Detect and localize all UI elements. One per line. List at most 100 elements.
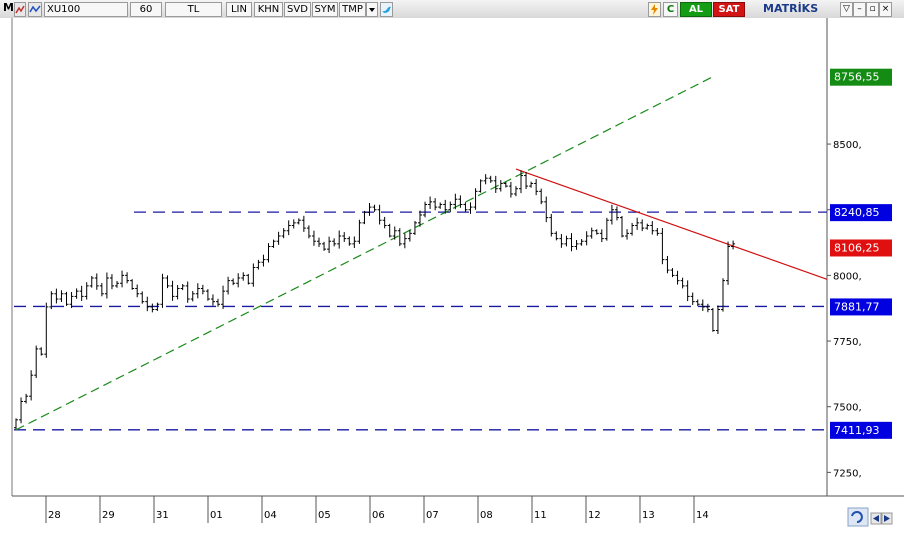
khn-button[interactable]: KHN xyxy=(254,2,283,17)
x-tick-label: 28 xyxy=(48,510,61,521)
price-bar xyxy=(216,298,220,307)
price-label-text: 7881,77 xyxy=(834,300,880,313)
price-bar xyxy=(614,206,619,221)
price-bar xyxy=(468,202,473,214)
price-bar xyxy=(695,299,700,307)
tmp-button[interactable]: TMP xyxy=(339,2,366,17)
price-bar xyxy=(710,308,715,332)
price-bar xyxy=(59,290,64,303)
price-label: 8756,55 xyxy=(830,68,892,86)
price-bar xyxy=(120,270,125,288)
chart-area[interactable]: 8500,8250,8000,7750,7500,7250, 282931010… xyxy=(0,18,904,535)
brand-logo: MATRİKS xyxy=(763,2,819,15)
scroll-controls[interactable] xyxy=(847,507,893,527)
price-bar xyxy=(438,202,443,209)
price-bar xyxy=(544,196,549,223)
price-bar xyxy=(665,255,670,274)
price-bar xyxy=(569,233,574,252)
price-bar xyxy=(34,345,39,379)
price-bar xyxy=(317,237,321,248)
price-bar xyxy=(185,281,190,303)
price-bar xyxy=(145,296,150,312)
price-chart[interactable]: 8500,8250,8000,7750,7500,7250, 282931010… xyxy=(0,18,904,535)
price-bar xyxy=(84,282,89,300)
price-bar xyxy=(503,181,508,188)
x-tick-label: 11 xyxy=(534,510,547,521)
svd-button[interactable]: SVD xyxy=(284,2,311,17)
price-bar xyxy=(630,222,635,236)
price-bar xyxy=(685,280,690,302)
price-bar xyxy=(135,284,140,298)
lightning-icon[interactable] xyxy=(648,2,661,17)
symbol-field[interactable]: XU100 xyxy=(44,2,128,17)
price-bar xyxy=(266,243,271,263)
price-bar xyxy=(165,275,170,289)
price-bar xyxy=(347,236,352,246)
price-bar xyxy=(64,291,69,306)
menu-letter[interactable]: M xyxy=(3,1,14,14)
price-bar xyxy=(205,289,210,301)
price-bar xyxy=(604,217,609,241)
sell-button[interactable]: SAT xyxy=(713,2,745,17)
collapse-icon[interactable]: ▽ xyxy=(840,2,853,17)
price-bar xyxy=(418,210,422,227)
price-bar xyxy=(39,347,44,356)
chart-type-icon[interactable] xyxy=(28,2,42,17)
price-bar xyxy=(332,238,337,247)
minimize-icon[interactable]: – xyxy=(853,2,866,17)
x-tick-label: 05 xyxy=(318,510,331,521)
currency-field[interactable]: TL xyxy=(165,2,222,17)
x-tick-label: 14 xyxy=(696,510,709,521)
refresh-icon[interactable] xyxy=(847,507,869,527)
price-bar xyxy=(175,285,180,300)
scale-button[interactable]: LIN xyxy=(226,2,252,17)
sym-button[interactable]: SYM xyxy=(312,2,338,17)
period-field[interactable]: 60 xyxy=(130,2,162,17)
x-tick-label: 31 xyxy=(156,510,169,521)
price-bar xyxy=(412,221,417,235)
price-bar xyxy=(478,179,483,193)
price-bar xyxy=(660,228,665,265)
close-icon[interactable]: × xyxy=(879,2,892,17)
price-bar xyxy=(428,196,433,210)
price-bar xyxy=(433,198,438,211)
price-bar xyxy=(493,175,498,193)
twitter-icon[interactable] xyxy=(380,2,393,17)
x-tick-label: 06 xyxy=(372,510,385,521)
price-bar xyxy=(140,291,145,304)
price-bar xyxy=(539,188,544,205)
x-tick-label: 07 xyxy=(426,510,439,521)
price-bar xyxy=(281,228,286,239)
price-bar xyxy=(54,288,59,304)
price-bar xyxy=(594,229,599,235)
x-tick-label: 08 xyxy=(480,510,493,521)
price-bar xyxy=(488,175,493,183)
price-bar xyxy=(508,181,513,198)
price-bar xyxy=(726,241,731,285)
y-tick-label: 7500, xyxy=(833,403,862,414)
price-label: 8240,85 xyxy=(830,204,892,222)
price-bar xyxy=(180,284,185,291)
dropdown-icon[interactable] xyxy=(366,2,378,17)
price-bar xyxy=(498,180,503,192)
price-bar xyxy=(236,273,241,288)
price-bar xyxy=(261,254,266,267)
price-bar xyxy=(246,273,251,285)
price-bar xyxy=(190,291,195,302)
price-bar xyxy=(342,232,347,242)
price-bar xyxy=(367,203,372,216)
maximize-icon[interactable]: ▫ xyxy=(866,2,879,17)
price-bar xyxy=(69,291,74,309)
price-bar xyxy=(94,273,99,290)
price-bar xyxy=(352,236,357,248)
price-bar xyxy=(14,418,18,429)
buy-button[interactable]: AL xyxy=(680,2,712,17)
c-button[interactable]: C xyxy=(663,2,678,17)
price-bar xyxy=(524,172,529,190)
price-bar xyxy=(554,231,559,241)
price-bar xyxy=(645,223,650,230)
price-bar xyxy=(584,231,589,246)
settings-icon[interactable] xyxy=(14,2,26,17)
price-bar xyxy=(397,228,402,247)
price-bar xyxy=(700,299,705,311)
